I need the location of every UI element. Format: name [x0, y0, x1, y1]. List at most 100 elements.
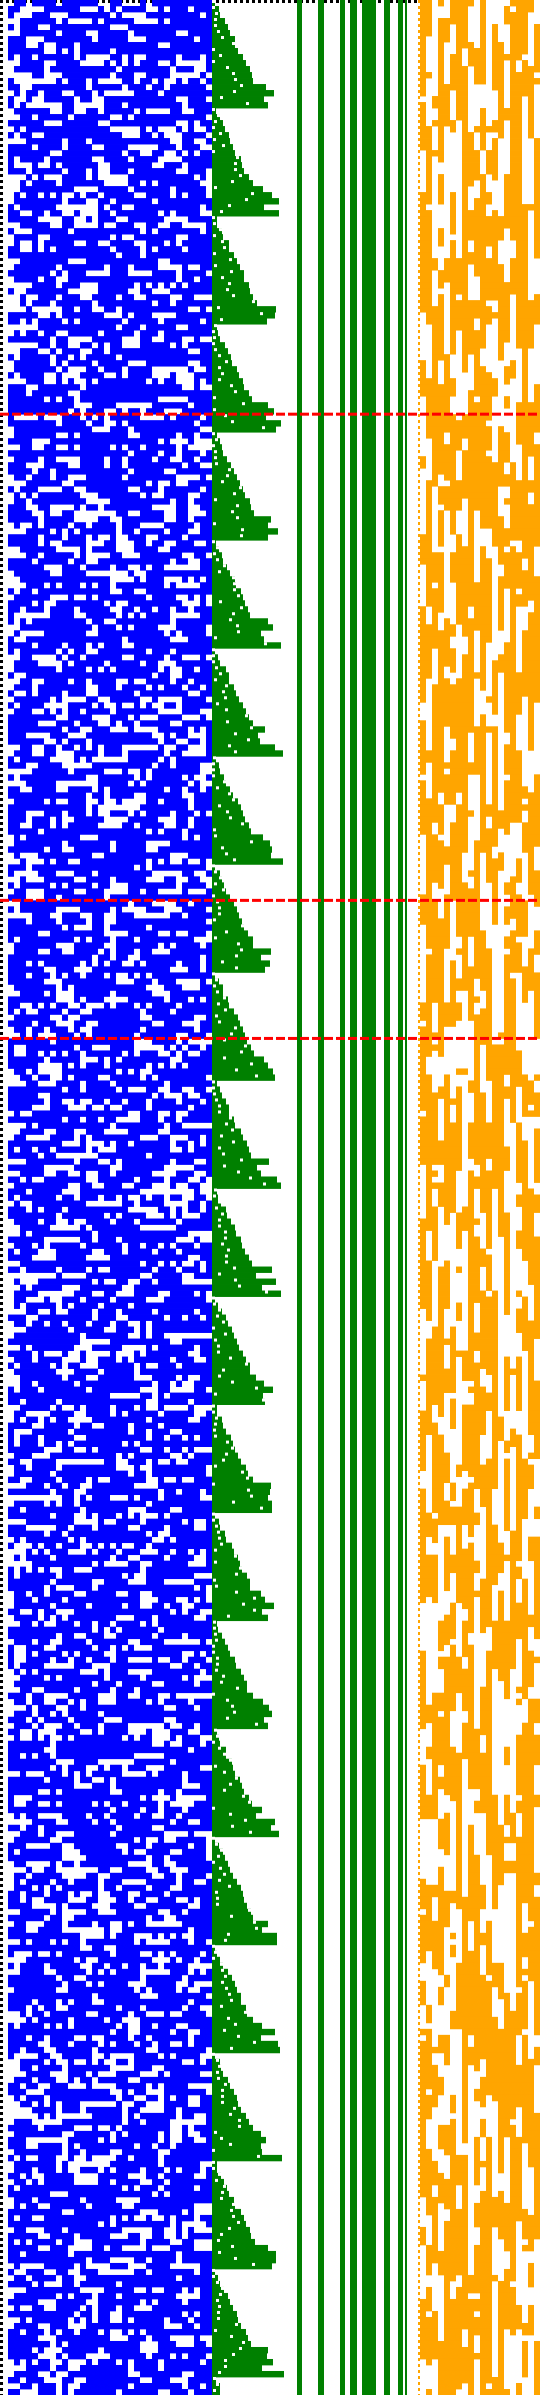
- blue-cell: [74, 690, 86, 697]
- blue-cell: [44, 678, 50, 685]
- blue-cell: [176, 1686, 194, 1694]
- blue-cell: [104, 1968, 110, 1976]
- blue-cell: [176, 486, 200, 493]
- blue-cell: [68, 66, 80, 73]
- blue-cell: [80, 1158, 92, 1165]
- blue-cell: [206, 402, 212, 409]
- blue-cell: [8, 1314, 26, 1321]
- border-dot: [0, 246, 3, 249]
- blue-cell: [50, 1368, 56, 1375]
- blue-cell: [62, 1788, 74, 1796]
- blue-cell: [62, 918, 68, 925]
- blue-cell: [32, 1110, 50, 1117]
- blue-cell: [182, 1116, 200, 1123]
- blue-cell: [104, 1398, 110, 1405]
- blue-cell: [62, 1542, 68, 1550]
- blue-cell: [194, 330, 200, 337]
- blue-cell: [50, 2034, 56, 2042]
- blue-cell: [200, 1860, 206, 1868]
- blue-cell: [26, 510, 32, 517]
- blue-cell: [146, 300, 152, 307]
- blue-cell: [200, 114, 206, 121]
- blue-cell: [14, 948, 32, 955]
- blue-cell: [206, 990, 212, 997]
- border-dot: [0, 1962, 3, 1965]
- blue-cell: [86, 996, 92, 1003]
- blue-cell: [98, 600, 104, 607]
- blue-cell: [206, 756, 212, 763]
- blue-cell: [182, 576, 188, 583]
- blue-cell: [158, 198, 170, 205]
- blue-cell: [20, 1440, 26, 1448]
- blue-cell: [62, 1800, 74, 1808]
- blue-cell: [164, 96, 176, 103]
- blue-cell: [206, 1248, 212, 1255]
- blue-cell: [158, 228, 170, 235]
- blue-cell: [104, 2040, 110, 2048]
- blue-cell: [92, 1944, 104, 1952]
- blue-cell: [188, 1806, 194, 1814]
- blue-cell: [146, 12, 176, 19]
- blue-cell: [62, 1194, 74, 1201]
- blue-cell: [68, 708, 80, 715]
- blue-cell: [122, 2040, 134, 2048]
- blue-cell: [8, 1932, 14, 1940]
- blue-cell: [176, 1170, 182, 1177]
- blue-cell: [152, 438, 158, 445]
- blue-cell: [8, 2022, 14, 2030]
- blue-cell: [26, 222, 32, 229]
- blue-cell: [104, 144, 122, 151]
- blue-cell: [200, 1938, 206, 1946]
- blue-cell: [20, 1098, 26, 1105]
- blue-cell: [68, 60, 74, 67]
- border-dot: [0, 1650, 3, 1653]
- blue-cell: [86, 1662, 92, 1670]
- blue-cell: [44, 1440, 56, 1448]
- blue-cell: [86, 1872, 98, 1880]
- blue-cell: [188, 1404, 194, 1411]
- blue-cell: [62, 1572, 122, 1580]
- blue-cell: [56, 1134, 68, 1141]
- blue-cell: [68, 960, 74, 967]
- blue-cell: [62, 180, 68, 187]
- blue-cell: [14, 1890, 20, 1898]
- blue-cell: [32, 840, 38, 847]
- blue-cell: [152, 1104, 164, 1111]
- blue-cell: [20, 204, 26, 211]
- blue-cell: [182, 1662, 188, 1670]
- blue-cell: [182, 1836, 194, 1844]
- blue-cell: [110, 1338, 128, 1345]
- blue-cell: [80, 306, 86, 313]
- blue-cell: [14, 1506, 20, 1514]
- blue-cell: [74, 270, 86, 277]
- blue-cell: [80, 1254, 86, 1261]
- border-dot: [0, 2070, 3, 2073]
- blue-cell: [110, 1836, 128, 1844]
- blue-cell: [146, 492, 152, 499]
- blue-cell: [80, 1068, 86, 1075]
- blue-cell: [164, 1620, 200, 1628]
- blue-cell: [86, 1794, 92, 1802]
- blue-cell: [56, 96, 68, 103]
- blue-cell: [14, 1914, 44, 1922]
- blue-cell: [50, 36, 56, 43]
- blue-cell: [86, 858, 92, 865]
- blue-cell: [14, 762, 26, 769]
- blue-cell: [164, 1254, 170, 1261]
- blue-cell: [14, 1536, 20, 1544]
- blue-cell: [20, 402, 32, 409]
- blue-cell: [56, 246, 68, 253]
- blue-cell: [98, 996, 104, 1003]
- border-dot: [0, 2076, 3, 2079]
- border-dot: [0, 1578, 3, 1581]
- blue-cell: [164, 1788, 176, 1796]
- blue-cell: [164, 1764, 170, 1772]
- blue-cell: [206, 1140, 212, 1147]
- blue-cell: [68, 1626, 74, 1634]
- blue-cell: [8, 846, 26, 853]
- blue-cell: [50, 492, 62, 499]
- blue-cell: [8, 468, 26, 475]
- border-dot: [0, 426, 3, 429]
- blue-cell: [38, 1314, 68, 1321]
- blue-cell: [176, 498, 188, 505]
